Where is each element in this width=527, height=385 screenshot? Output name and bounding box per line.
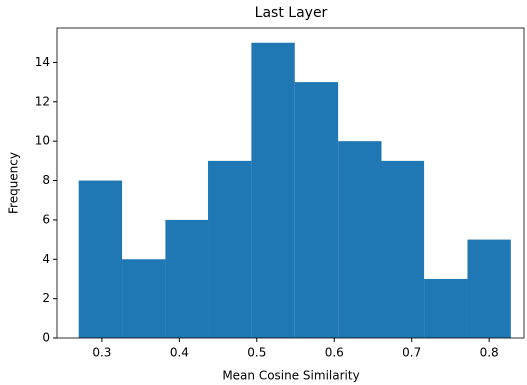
bar	[294, 82, 339, 338]
y-tick-label: 8	[42, 173, 50, 187]
y-tick-label: 0	[42, 331, 50, 345]
plot-frame	[56, 27, 525, 339]
chart-title: Last Layer	[255, 5, 328, 21]
x-tick-label: 0.8	[480, 346, 499, 360]
bar	[78, 180, 123, 338]
y-tick-label: 12	[35, 94, 50, 108]
y-tick-label: 2	[42, 291, 50, 305]
x-axis-label: Mean Cosine Similarity	[222, 369, 359, 383]
bar	[208, 160, 252, 338]
x-tick-label: 0.5	[247, 346, 266, 360]
x-tick-label: 0.3	[92, 346, 111, 360]
bar	[338, 141, 382, 338]
x-tick-label: 0.7	[402, 346, 421, 360]
x-tick-label: 0.4	[170, 346, 189, 360]
y-tick-label: 4	[42, 252, 50, 266]
y-tick-label: 14	[35, 55, 50, 69]
y-tick-label: 10	[35, 134, 50, 148]
bar	[122, 259, 166, 338]
bar	[424, 278, 468, 338]
bar	[165, 219, 209, 338]
bar	[381, 160, 425, 338]
bar	[467, 239, 511, 338]
bar	[251, 42, 295, 339]
x-tick-label: 0.6	[325, 346, 344, 360]
y-axis-label: Frequency	[7, 152, 21, 214]
y-tick-label: 6	[42, 212, 50, 226]
